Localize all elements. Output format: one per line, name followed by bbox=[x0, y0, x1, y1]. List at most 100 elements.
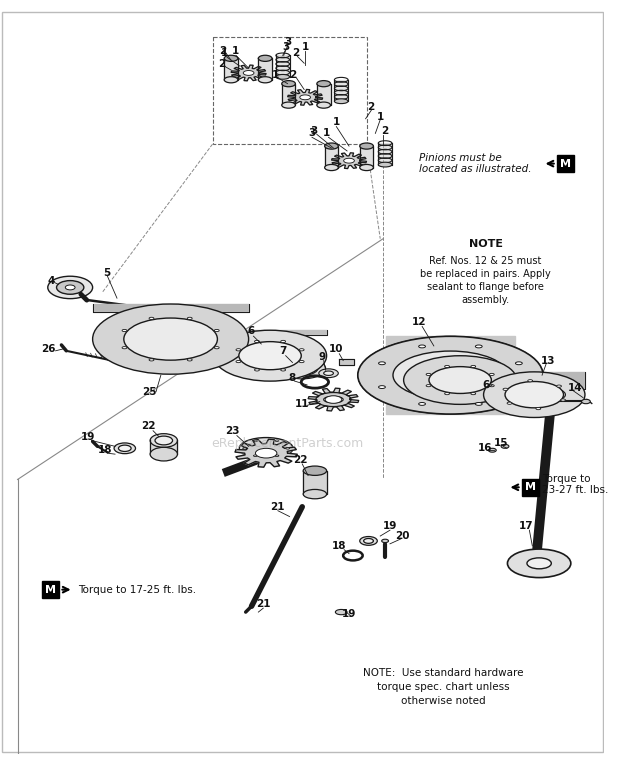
Text: 1: 1 bbox=[323, 128, 330, 138]
Ellipse shape bbox=[299, 361, 304, 363]
Polygon shape bbox=[334, 79, 348, 101]
Ellipse shape bbox=[213, 330, 327, 381]
Text: 21: 21 bbox=[270, 502, 285, 512]
Polygon shape bbox=[484, 372, 585, 390]
Text: NOTE: NOTE bbox=[469, 238, 503, 248]
Text: 19: 19 bbox=[383, 521, 397, 531]
Text: Torque to 17-25 ft. lbs.: Torque to 17-25 ft. lbs. bbox=[78, 584, 196, 594]
Ellipse shape bbox=[150, 434, 177, 447]
Ellipse shape bbox=[155, 436, 172, 445]
Text: M: M bbox=[45, 584, 56, 594]
Ellipse shape bbox=[379, 362, 386, 364]
Text: 1: 1 bbox=[232, 47, 239, 57]
Ellipse shape bbox=[484, 372, 585, 417]
Ellipse shape bbox=[286, 361, 318, 375]
Ellipse shape bbox=[343, 158, 355, 163]
Ellipse shape bbox=[276, 74, 290, 79]
Text: 20: 20 bbox=[396, 531, 410, 541]
Ellipse shape bbox=[429, 367, 492, 393]
Ellipse shape bbox=[255, 369, 259, 371]
Text: 1: 1 bbox=[301, 41, 309, 52]
Polygon shape bbox=[332, 153, 366, 169]
Polygon shape bbox=[224, 58, 238, 79]
Text: 23: 23 bbox=[225, 426, 239, 435]
Ellipse shape bbox=[378, 162, 392, 167]
Ellipse shape bbox=[239, 342, 301, 370]
Text: 19: 19 bbox=[81, 432, 95, 442]
Text: 4: 4 bbox=[47, 276, 55, 286]
Ellipse shape bbox=[319, 369, 339, 377]
Ellipse shape bbox=[215, 347, 219, 349]
Ellipse shape bbox=[187, 317, 192, 319]
Ellipse shape bbox=[150, 447, 177, 461]
Text: 1: 1 bbox=[221, 48, 228, 59]
Polygon shape bbox=[92, 304, 249, 312]
Text: 25: 25 bbox=[142, 387, 156, 397]
Ellipse shape bbox=[281, 340, 286, 342]
Ellipse shape bbox=[65, 285, 75, 290]
Ellipse shape bbox=[281, 80, 295, 87]
Ellipse shape bbox=[114, 443, 136, 454]
Ellipse shape bbox=[236, 361, 241, 363]
Text: 11: 11 bbox=[295, 400, 309, 410]
Ellipse shape bbox=[118, 445, 131, 452]
Text: 2: 2 bbox=[289, 70, 296, 80]
Polygon shape bbox=[317, 84, 330, 105]
Ellipse shape bbox=[122, 329, 127, 332]
Polygon shape bbox=[288, 89, 322, 105]
Ellipse shape bbox=[325, 143, 339, 149]
Text: 22: 22 bbox=[293, 455, 308, 465]
Text: 3: 3 bbox=[310, 127, 317, 137]
Text: 6: 6 bbox=[247, 326, 254, 336]
Polygon shape bbox=[303, 471, 327, 494]
Text: Torque to
23-27 ft. lbs.: Torque to 23-27 ft. lbs. bbox=[542, 474, 608, 495]
Text: 2: 2 bbox=[292, 48, 299, 59]
Ellipse shape bbox=[503, 388, 508, 390]
Text: 18: 18 bbox=[98, 445, 113, 455]
Ellipse shape bbox=[471, 365, 476, 367]
Ellipse shape bbox=[187, 359, 192, 361]
Ellipse shape bbox=[325, 164, 339, 170]
Ellipse shape bbox=[255, 448, 277, 458]
Bar bbox=[521, 478, 539, 496]
Text: 1: 1 bbox=[333, 117, 340, 127]
Text: NOTE:  Use standard hardware
torque spec. chart unless
otherwise noted: NOTE: Use standard hardware torque spec.… bbox=[363, 668, 524, 706]
Ellipse shape bbox=[303, 490, 327, 499]
Ellipse shape bbox=[335, 610, 347, 615]
Ellipse shape bbox=[538, 389, 565, 401]
Ellipse shape bbox=[317, 80, 330, 87]
Ellipse shape bbox=[379, 386, 386, 389]
Text: 7: 7 bbox=[279, 346, 286, 356]
Text: 3: 3 bbox=[282, 41, 290, 52]
Text: 3: 3 bbox=[308, 128, 316, 138]
Ellipse shape bbox=[358, 336, 543, 414]
Ellipse shape bbox=[476, 403, 482, 406]
Text: 2: 2 bbox=[367, 102, 374, 112]
Text: Ref. Nos. 12 & 25 must
be replaced in pairs. Apply
sealant to flange before
asse: Ref. Nos. 12 & 25 must be replaced in pa… bbox=[420, 256, 551, 306]
Polygon shape bbox=[378, 143, 392, 164]
Text: 2: 2 bbox=[218, 59, 225, 70]
Ellipse shape bbox=[324, 371, 334, 375]
Text: 9: 9 bbox=[318, 351, 326, 361]
Ellipse shape bbox=[505, 381, 564, 408]
Ellipse shape bbox=[325, 396, 342, 403]
Text: 15: 15 bbox=[494, 439, 508, 448]
Ellipse shape bbox=[149, 359, 154, 361]
Ellipse shape bbox=[255, 340, 259, 342]
Ellipse shape bbox=[364, 539, 373, 543]
Text: 17: 17 bbox=[519, 521, 534, 531]
Polygon shape bbox=[276, 56, 290, 77]
Ellipse shape bbox=[254, 440, 257, 442]
Text: 16: 16 bbox=[478, 443, 493, 453]
Ellipse shape bbox=[471, 393, 476, 395]
Bar bbox=[42, 581, 60, 598]
Ellipse shape bbox=[243, 448, 247, 449]
Ellipse shape bbox=[300, 95, 311, 100]
Ellipse shape bbox=[48, 277, 92, 299]
Ellipse shape bbox=[303, 466, 327, 475]
Polygon shape bbox=[231, 65, 266, 81]
Ellipse shape bbox=[393, 351, 508, 400]
Ellipse shape bbox=[507, 402, 512, 404]
Ellipse shape bbox=[528, 380, 533, 382]
Text: 14: 14 bbox=[568, 383, 583, 393]
